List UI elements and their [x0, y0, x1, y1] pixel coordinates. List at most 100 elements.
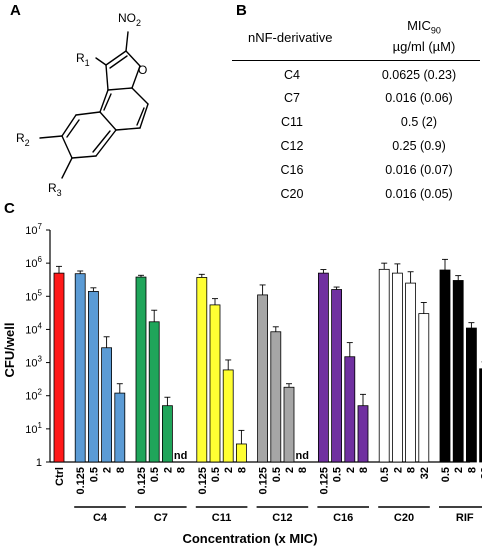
x-tick-label: 2: [102, 467, 114, 473]
bar: [317, 272, 329, 463]
x-tick-label: 0.5: [440, 467, 452, 482]
no2-label: NO2: [118, 11, 141, 28]
x-tick-label: 0.125: [197, 467, 209, 495]
x-tick-label: 8: [176, 467, 188, 473]
x-tick-label: 2: [392, 467, 404, 473]
y-tick-label: 107: [25, 222, 42, 237]
mic-header-subscript: 90: [430, 25, 441, 36]
mic-header-units: µg/ml (µM): [392, 38, 456, 54]
bar: [439, 269, 451, 463]
bar: [331, 289, 343, 463]
y-axis-label: CFU/well: [2, 323, 17, 378]
bar: [222, 369, 234, 463]
bar: [114, 392, 126, 463]
bar: [53, 272, 65, 463]
x-tick-label: 0.5: [379, 467, 391, 482]
x-tick-label: 8: [406, 467, 418, 473]
group-label: RIF: [456, 512, 474, 524]
bar: [418, 313, 430, 463]
bar: [270, 331, 282, 463]
x-tick-label: 8: [236, 467, 248, 473]
panel-a-structure: A: [0, 0, 230, 200]
table-header-rule: [232, 60, 480, 61]
bar: [283, 386, 295, 463]
x-tick-label: 0.5: [88, 467, 100, 482]
panel-b-letter: B: [236, 2, 247, 19]
bar: [196, 277, 208, 463]
x-tick-label: 8: [297, 467, 309, 473]
y-tick-label: 105: [25, 288, 42, 303]
table-cell-mic: 0.016 (0.07): [385, 163, 453, 177]
bar: [148, 321, 160, 463]
x-tick-label: 0.125: [136, 467, 148, 495]
x-tick-label: 32: [419, 467, 431, 479]
mic-header-label: MIC: [407, 18, 431, 33]
bar: [88, 291, 99, 463]
group-label: C11: [212, 512, 232, 524]
bar: [479, 368, 482, 463]
x-tick-label: 0.5: [210, 467, 222, 482]
not-detected-label: nd: [174, 450, 187, 462]
x-tick-label: 8: [466, 467, 478, 473]
y-tick-label: 1: [36, 457, 42, 469]
x-tick-label: 2: [453, 467, 465, 473]
x-axis-label: Concentration (x MIC): [182, 531, 317, 546]
panel-c-cfu-chart: C CFU/well Concentration (x MIC) 1 101 102…: [0, 200, 482, 550]
r3-label: R3: [48, 181, 62, 198]
panel-b-mic-table: B nNF-derivative MIC90 µg/ml (µM) C4 0.0…: [230, 0, 482, 210]
x-tick-label: 0.5: [332, 467, 344, 482]
y-tick-label: 104: [25, 321, 42, 336]
table-cell-mic: 0.0625 (0.23): [381, 68, 457, 82]
x-tick-label: 0.5: [271, 467, 283, 482]
bar: [74, 273, 86, 463]
bar: [405, 282, 417, 463]
table-cell-mic: 0.016 (0.05): [385, 187, 453, 201]
x-tick-label: 2: [284, 467, 296, 473]
x-tick-label: 0.5: [149, 467, 161, 482]
x-tick-label: 2: [162, 467, 174, 473]
x-tick-label: Ctrl: [54, 467, 66, 486]
bar: [101, 347, 112, 463]
r1-label: R1: [76, 51, 90, 68]
table-header-mic: MIC90 µg/ml (µM): [376, 18, 472, 55]
x-tick-label: 2: [345, 467, 357, 473]
panel-a-letter: A: [10, 2, 21, 19]
y-tick-label: 103: [25, 355, 42, 370]
bar: [357, 405, 369, 463]
bar: [257, 294, 269, 463]
bar: [235, 443, 247, 463]
bar: [465, 327, 477, 463]
group-label: C20: [394, 512, 414, 524]
bar: [209, 304, 221, 463]
table-cell-compound: C11: [280, 115, 303, 129]
x-tick-label: 8: [358, 467, 370, 473]
table-cell-compound: C7: [284, 91, 300, 105]
bar: [135, 276, 147, 463]
group-label: C16: [333, 512, 353, 524]
table-cell-mic: 0.5 (2): [400, 115, 438, 129]
table-header-compound: nNF-derivative: [248, 30, 333, 45]
group-label: C12: [272, 512, 292, 524]
x-tick-label: 0.125: [75, 467, 87, 495]
panel-c-letter: C: [4, 200, 15, 217]
x-tick-label: 2: [223, 467, 235, 473]
bar: [161, 405, 173, 463]
x-tick-label: 32: [480, 467, 482, 479]
y-tick-label: 101: [25, 421, 42, 436]
nitronaphthofuran-structure: NO2 O R1 R2 R3: [16, 11, 149, 198]
table-cell-compound: C20: [280, 187, 304, 201]
table-row: C11 0.5 (2): [230, 115, 482, 135]
x-tick-label: 8: [115, 467, 127, 473]
table-row: C12 0.25 (0.9): [230, 139, 482, 159]
table-row: C20 0.016 (0.05): [230, 187, 482, 207]
bar: [452, 280, 464, 463]
table-cell-mic: 0.25 (0.9): [392, 139, 446, 153]
table-row: C16 0.016 (0.07): [230, 163, 482, 183]
group-label: C4: [93, 512, 108, 524]
not-detected-label: nd: [295, 450, 308, 462]
table-cell-compound: C16: [280, 163, 304, 177]
table-cell-mic: 0.016 (0.06): [385, 91, 453, 105]
y-tick-label: 102: [25, 388, 42, 403]
oxygen-label: O: [138, 63, 147, 77]
group-label: C7: [154, 512, 168, 524]
